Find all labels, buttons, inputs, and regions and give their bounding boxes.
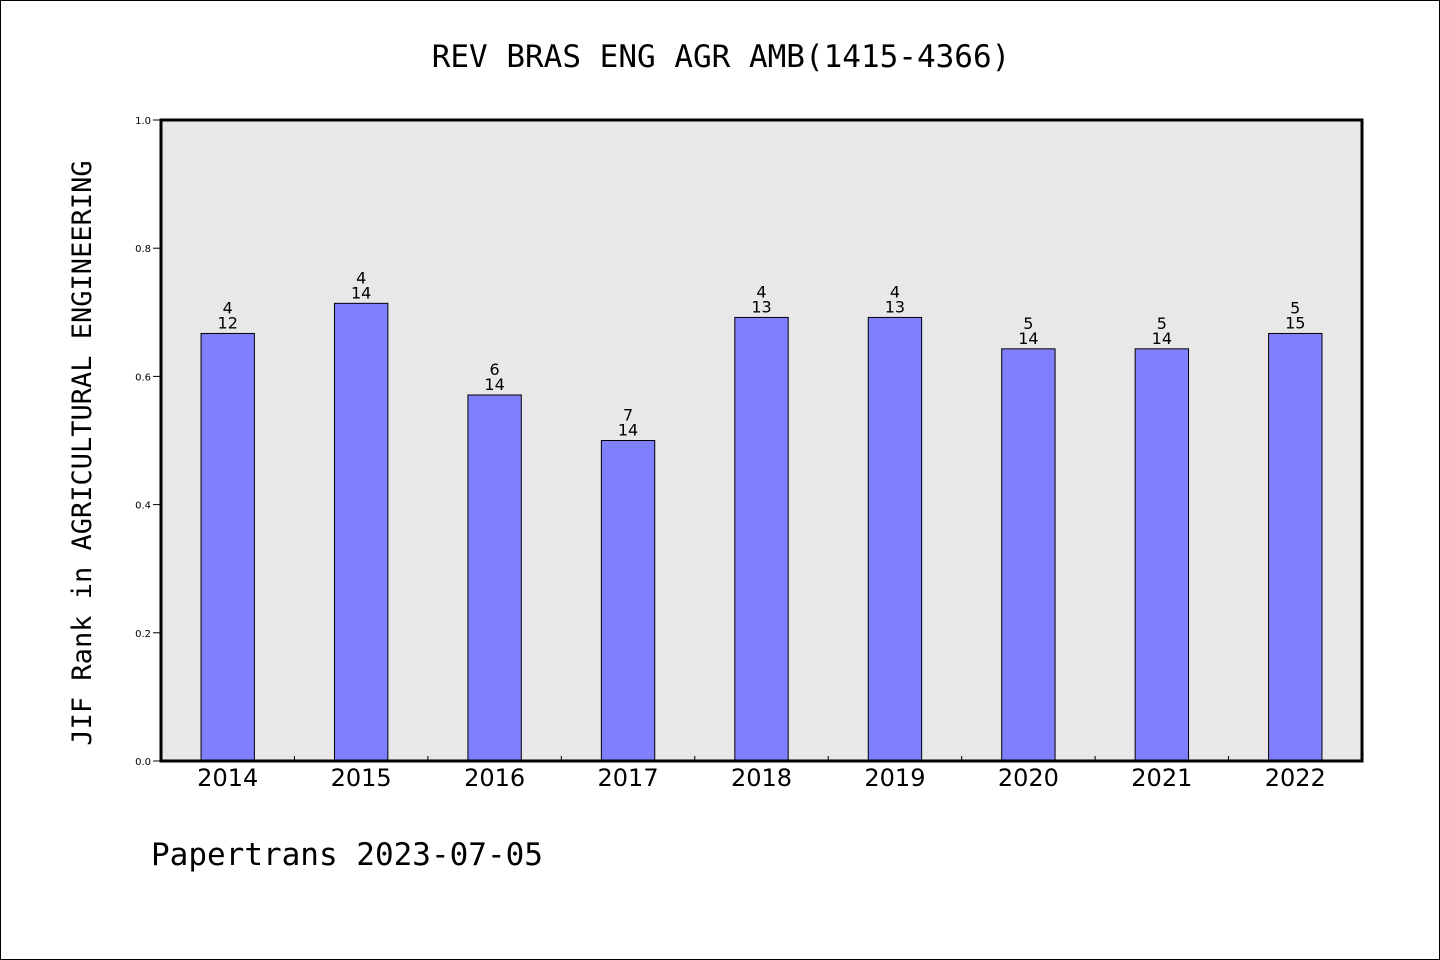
- bar-total-label-2015: 14: [351, 283, 371, 302]
- bar-rank-label-2016: 6: [490, 360, 500, 379]
- bar-total-label-2020: 14: [1018, 329, 1038, 348]
- y-tick-label: 0.8: [135, 244, 151, 255]
- x-tick-label-2017: 2017: [598, 764, 659, 792]
- y-tick-label: 0.6: [135, 372, 151, 383]
- y-tick-label: 0.4: [135, 501, 151, 512]
- bar-2015: [333, 302, 389, 762]
- bar-2022: [1268, 332, 1323, 762]
- x-tick-label-2014: 2014: [197, 764, 258, 792]
- bar-rank-label-2021: 5: [1157, 314, 1167, 333]
- x-tick-label-2019: 2019: [864, 764, 925, 792]
- bar-total-label-2017: 14: [618, 421, 638, 440]
- bar-rank-label-2020: 5: [1023, 314, 1033, 333]
- x-tick-label-2021: 2021: [1131, 764, 1192, 792]
- bar-total-label-2021: 14: [1152, 329, 1172, 348]
- y-tick-label: 1.0: [135, 116, 151, 127]
- bar-rank-label-2019: 4: [890, 282, 900, 301]
- bar-rank-label-2015: 4: [356, 268, 366, 287]
- bar-rank-label-2022: 5: [1290, 298, 1300, 317]
- bar-total-label-2018: 13: [751, 297, 771, 316]
- bar-rank-label-2017: 7: [623, 406, 633, 425]
- bar-total-label-2019: 13: [885, 297, 905, 316]
- y-tick-label: 0.2: [135, 629, 151, 640]
- bar-2016: [467, 394, 522, 762]
- plot-border: [159, 118, 1364, 763]
- x-tick-label-2018: 2018: [731, 764, 792, 792]
- x-tick-label-2022: 2022: [1265, 764, 1326, 792]
- y-tick-label: 0.0: [135, 757, 151, 768]
- chart-title: REV BRAS ENG AGR AMB(1415-4366): [432, 39, 1011, 75]
- bar-total-label-2016: 14: [484, 375, 504, 394]
- bar-total-label-2022: 15: [1285, 313, 1305, 332]
- bar-rank-label-2018: 4: [756, 282, 766, 301]
- bar-total-label-2014: 12: [218, 313, 238, 332]
- bar-2018: [734, 316, 789, 762]
- x-tick-label-2020: 2020: [998, 764, 1059, 792]
- y-axis-label: JIF Rank in AGRICULTURAL ENGINEERING: [67, 160, 98, 745]
- bar-2021: [1134, 348, 1190, 762]
- bar-2020: [1001, 348, 1056, 762]
- footer-credit: Papertrans 2023-07-05: [151, 837, 543, 873]
- bar-rank-label-2014: 4: [223, 298, 233, 317]
- bar-2014: [200, 332, 255, 762]
- bar-2019: [867, 316, 923, 762]
- x-tick-label-2015: 2015: [331, 764, 392, 792]
- axis-layer: 2014 2015 2016 2017 2018 2019 2020 2021 2022 0.0 0…: [135, 116, 1326, 792]
- bar-2017: [600, 440, 656, 762]
- x-tick-label-2016: 2016: [464, 764, 525, 792]
